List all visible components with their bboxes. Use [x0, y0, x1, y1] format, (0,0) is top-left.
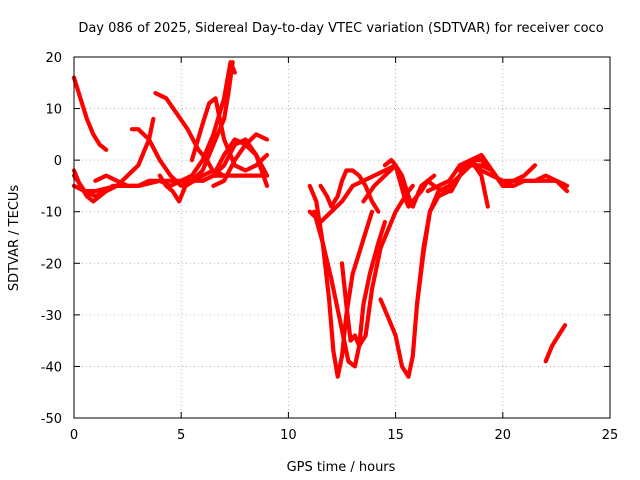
- series-track-9: [189, 96, 270, 173]
- series-track-13: [307, 183, 375, 379]
- data-series: [71, 60, 570, 379]
- y-tick-label: -40: [41, 360, 62, 375]
- series-track-11: [211, 132, 270, 188]
- series-track-24: [543, 323, 568, 364]
- x-tick-label: 5: [177, 428, 185, 443]
- series-track-20: [382, 158, 437, 209]
- x-tick-label: 20: [495, 428, 512, 443]
- series-track-17: [339, 183, 415, 348]
- y-tick-label: 0: [54, 154, 62, 169]
- chart-title: Day 086 of 2025, Sidereal Day-to-day VTE…: [78, 21, 603, 36]
- y-tick-label: 10: [45, 103, 62, 118]
- y-tick-label: -50: [41, 412, 62, 427]
- x-tick-label: 10: [280, 428, 297, 443]
- series-track-23: [457, 158, 570, 194]
- x-tick-label: 25: [602, 428, 619, 443]
- y-tick-label: -30: [41, 309, 62, 324]
- series-track-8: [157, 168, 227, 204]
- series-track-7: [153, 91, 218, 178]
- series-track-16: [312, 209, 387, 369]
- y-axis-label: SDTVAR / TECUs: [7, 185, 22, 292]
- y-tick-label: 20: [45, 51, 62, 66]
- plot-frame: [73, 56, 611, 419]
- x-axis-label: GPS time / hours: [287, 460, 396, 475]
- series-track-15: [318, 168, 381, 214]
- x-tick-label: 0: [70, 428, 78, 443]
- series-track-19: [378, 158, 490, 379]
- x-axis: 0 5 10 15 20 25: [70, 57, 618, 443]
- series-track-12: [211, 137, 270, 188]
- series-track-5: [93, 60, 237, 188]
- series-track-1: [71, 75, 109, 152]
- y-tick-label: -20: [41, 257, 62, 272]
- y-tick-label: -10: [41, 206, 62, 221]
- x-tick-label: 15: [387, 428, 404, 443]
- series-track-14: [307, 163, 398, 225]
- y-axis: -50 -40 -30 -20 -10 0 10 20: [41, 51, 610, 427]
